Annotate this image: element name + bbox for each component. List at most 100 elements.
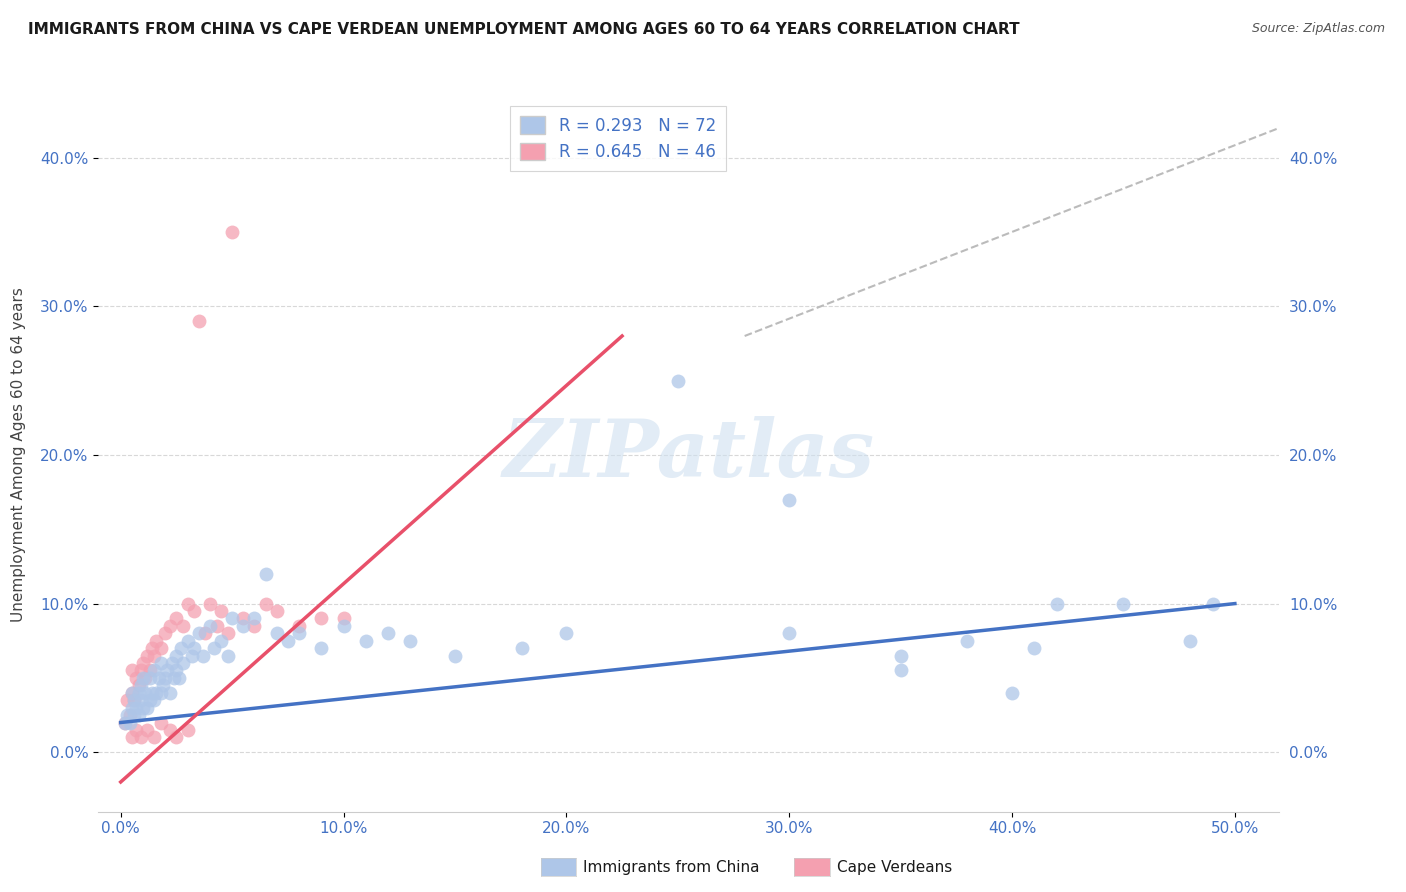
- Point: [149, 641, 172, 656]
- Point: [266, 604, 288, 618]
- Point: [114, 715, 136, 730]
- Point: [778, 626, 800, 640]
- Text: Immigrants from China: Immigrants from China: [583, 861, 761, 875]
- Point: [152, 678, 174, 692]
- Point: [132, 656, 155, 670]
- Point: [183, 641, 205, 656]
- Point: [165, 731, 187, 745]
- Point: [138, 671, 160, 685]
- Point: [354, 633, 377, 648]
- Point: [243, 619, 266, 633]
- Point: [129, 693, 152, 707]
- Point: [128, 708, 150, 723]
- Point: [148, 671, 170, 685]
- Point: [217, 648, 239, 663]
- Point: [181, 648, 204, 663]
- Point: [143, 664, 166, 678]
- Point: [160, 656, 183, 670]
- Point: [143, 731, 166, 745]
- Point: [288, 626, 311, 640]
- Point: [121, 700, 143, 714]
- Point: [191, 648, 214, 663]
- Point: [121, 664, 143, 678]
- Text: Source: ZipAtlas.com: Source: ZipAtlas.com: [1251, 22, 1385, 36]
- Point: [277, 633, 299, 648]
- Point: [165, 664, 187, 678]
- Point: [183, 604, 205, 618]
- Point: [399, 633, 422, 648]
- Point: [377, 626, 399, 640]
- Point: [510, 641, 533, 656]
- Point: [1024, 641, 1046, 656]
- Text: ZIPatlas: ZIPatlas: [503, 417, 875, 493]
- Point: [145, 633, 167, 648]
- Point: [129, 664, 152, 678]
- Point: [309, 611, 332, 625]
- Point: [202, 641, 225, 656]
- Point: [118, 708, 141, 723]
- Point: [136, 723, 159, 737]
- Point: [125, 700, 148, 714]
- Point: [266, 626, 288, 640]
- Point: [163, 671, 186, 685]
- Point: [243, 611, 266, 625]
- Point: [132, 671, 155, 685]
- Point: [125, 723, 148, 737]
- Point: [118, 715, 141, 730]
- Point: [194, 626, 217, 640]
- Point: [890, 648, 912, 663]
- Point: [555, 626, 578, 640]
- Point: [1201, 597, 1223, 611]
- Point: [128, 686, 150, 700]
- Point: [149, 656, 172, 670]
- Point: [132, 700, 155, 714]
- Text: Cape Verdeans: Cape Verdeans: [837, 861, 952, 875]
- Point: [217, 626, 239, 640]
- Point: [444, 648, 467, 663]
- Point: [129, 678, 152, 692]
- Point: [232, 619, 254, 633]
- Point: [159, 686, 181, 700]
- Point: [122, 693, 145, 707]
- Point: [170, 641, 193, 656]
- Point: [205, 619, 228, 633]
- Point: [159, 619, 181, 633]
- Point: [159, 723, 181, 737]
- Point: [890, 664, 912, 678]
- Point: [221, 225, 243, 239]
- Point: [155, 671, 177, 685]
- Point: [221, 611, 243, 625]
- Point: [1180, 633, 1202, 648]
- Point: [332, 619, 354, 633]
- Point: [128, 678, 150, 692]
- Point: [141, 686, 163, 700]
- Point: [956, 633, 979, 648]
- Point: [1046, 597, 1069, 611]
- Point: [143, 648, 166, 663]
- Point: [778, 492, 800, 507]
- Point: [332, 611, 354, 625]
- Point: [138, 664, 160, 678]
- Point: [149, 686, 172, 700]
- Point: [117, 708, 139, 723]
- Point: [134, 671, 156, 685]
- Point: [254, 566, 277, 581]
- Point: [149, 715, 172, 730]
- Point: [172, 656, 194, 670]
- Point: [1001, 686, 1024, 700]
- Point: [125, 671, 148, 685]
- Point: [143, 693, 166, 707]
- Point: [145, 686, 167, 700]
- Point: [288, 619, 311, 633]
- Point: [121, 686, 143, 700]
- Point: [136, 700, 159, 714]
- Point: [198, 619, 221, 633]
- Point: [187, 314, 209, 328]
- Legend: R = 0.293   N = 72, R = 0.645   N = 46: R = 0.293 N = 72, R = 0.645 N = 46: [510, 106, 725, 171]
- Point: [165, 648, 187, 663]
- Point: [209, 633, 232, 648]
- Point: [156, 664, 179, 678]
- Point: [114, 715, 136, 730]
- Point: [187, 626, 209, 640]
- Point: [122, 693, 145, 707]
